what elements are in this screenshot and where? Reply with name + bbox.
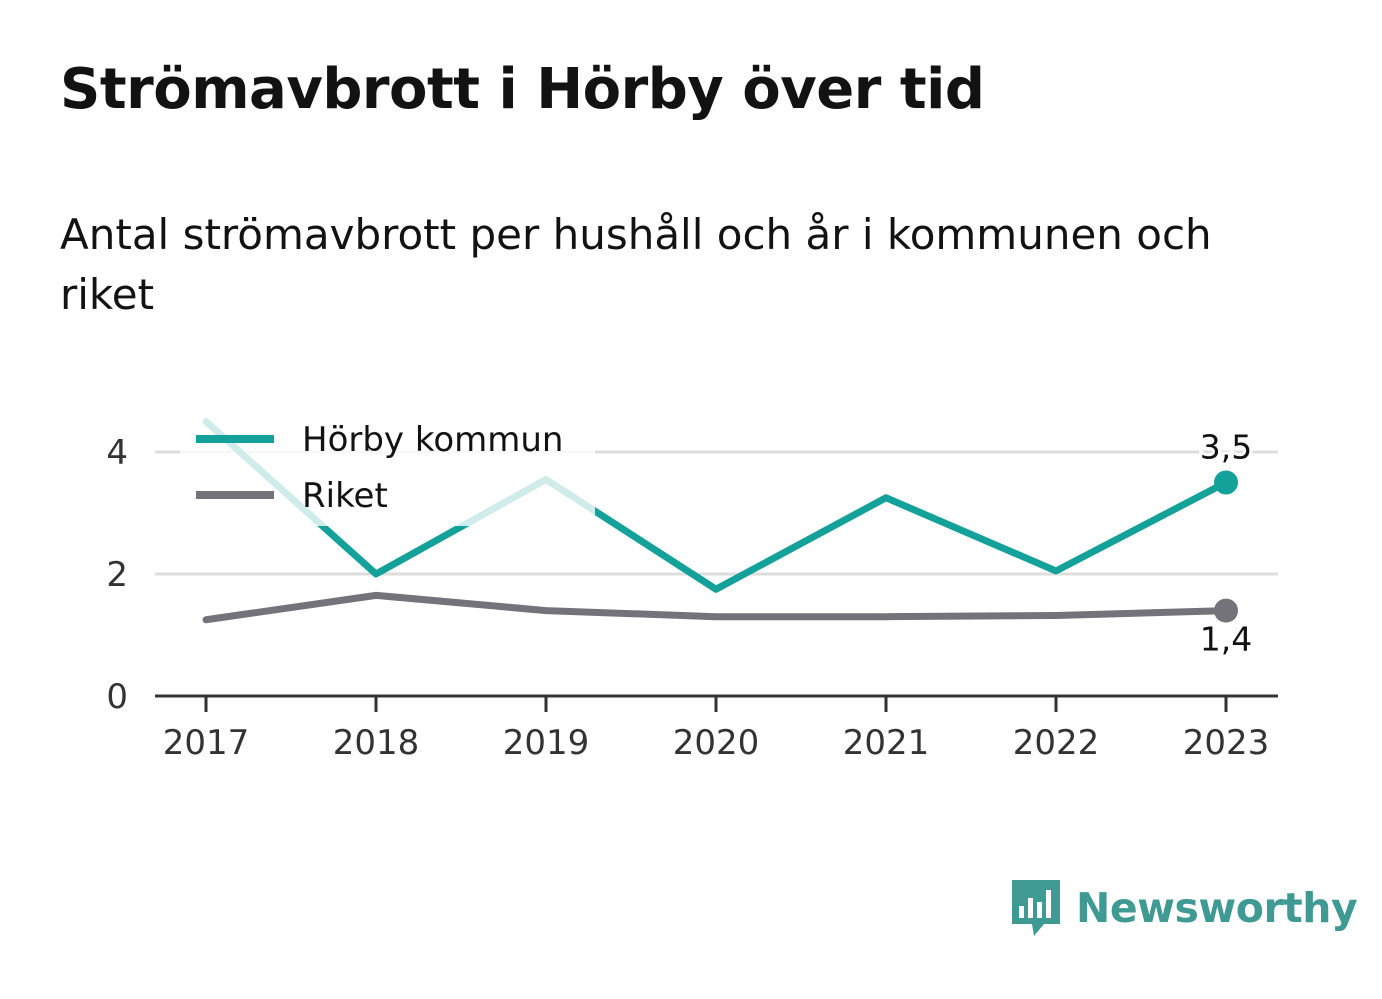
y-tick-label: 2 (106, 555, 128, 595)
x-tick-label: 2019 (503, 723, 590, 763)
end-value-labels: 3,5 1,4 (1197, 425, 1255, 662)
legend-label: Riket (302, 476, 388, 516)
series-end-point (1214, 470, 1238, 495)
legend-background (180, 412, 595, 526)
y-tick-label: 0 (106, 677, 128, 717)
x-tick-label: 2021 (843, 723, 930, 763)
newsworthy-logo-icon (1012, 880, 1060, 936)
end-value-label: 1,4 (1200, 620, 1252, 659)
newsworthy-logo: Newsworthy (1010, 878, 1358, 938)
x-tick-label: 2020 (673, 723, 760, 763)
brand-name: Newsworthy (1076, 884, 1358, 932)
y-axis: 0 2 4 (106, 433, 128, 717)
x-tick-label: 2018 (333, 723, 420, 763)
series-line-0 (202, 418, 1230, 593)
legend-label: Hörby kommun (302, 420, 563, 460)
series-lines (202, 418, 1238, 624)
end-value-label: 3,5 (1200, 428, 1252, 467)
x-tick-label: 2022 (1013, 723, 1100, 763)
x-axis: 2017 2018 2019 2020 2021 2022 2023 (155, 694, 1278, 763)
series-end-point (1214, 598, 1238, 623)
y-tick-label: 4 (106, 433, 128, 473)
chart-subtitle: Antal strömavbrott per hushåll och år i … (60, 210, 1212, 319)
x-tick-label: 2017 (163, 723, 250, 763)
chart-title: Strömavbrott i Hörby över tid (60, 57, 985, 122)
legend: Hörby kommun Riket (180, 412, 595, 526)
series-line-1 (202, 591, 1230, 624)
x-tick-label: 2023 (1183, 723, 1270, 763)
